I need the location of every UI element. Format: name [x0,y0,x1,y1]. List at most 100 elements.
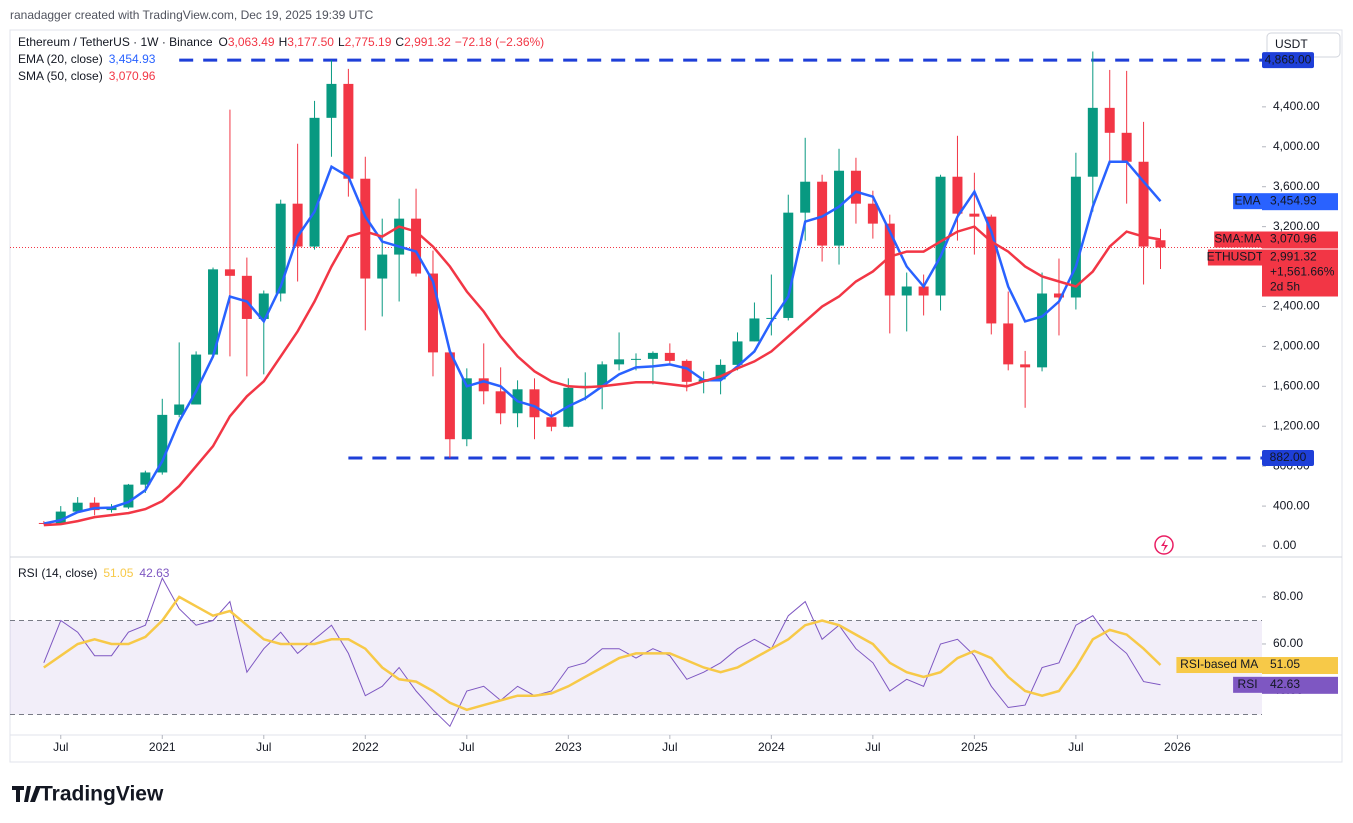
candle-body [614,359,625,365]
price-tag: ETHUSDT 2,991.32+1,561.66%2d 5h [1207,249,1338,297]
event-icon [1154,535,1174,555]
y-tick-label: 2,000.00 [1273,339,1320,353]
price-tag: SMA:MA 3,070.96 [1214,231,1338,249]
candle-body [935,176,946,296]
x-tick-label: 2026 [1164,740,1191,754]
x-tick-label: Jul [865,740,880,754]
candle-body [850,170,861,204]
candle-body [123,484,134,508]
candle-body [309,117,320,247]
x-tick-label: Jul [662,740,677,754]
tag-value-box [1262,676,1338,694]
candle-body [208,269,219,355]
legend-value: 42.63 [139,566,170,580]
tag-name: EMA [1235,193,1261,207]
x-tick-label: 2024 [758,740,785,754]
ohlc-key: O [218,35,228,49]
y-tick-label: 4,400.00 [1273,99,1320,113]
legend-value: 3,070.96 [108,69,156,83]
candle-body [478,378,489,392]
x-tick-label: Jul [256,740,271,754]
tag-name: ETHUSDT [1207,250,1264,264]
candle-body [952,176,963,214]
candle-body [867,203,878,224]
candle-body [1037,293,1048,368]
candle-body [394,218,405,255]
legend-name: EMA (20, close) [18,52,103,66]
candle-body [258,293,269,319]
x-tick-label: 2021 [149,740,176,754]
x-tick-label: 2025 [961,740,988,754]
y-tick-label: 3,200.00 [1273,219,1320,233]
candle-body [918,286,929,296]
candle-body [461,378,472,440]
candle-body [1121,132,1132,162]
y-tick-label: 1,200.00 [1273,418,1320,432]
tag-name: RSI [1238,677,1258,691]
ohlc-key: L [337,35,345,49]
ohlc-key: C [395,35,405,49]
candle-body [901,286,912,296]
price-tag: RSI-based MA 51.05 [1176,657,1338,675]
candle-body [1003,323,1014,365]
candle-body [546,417,557,427]
candle-body [732,341,743,365]
candle-body [377,254,388,279]
price-tag: EMA 3,454.93 [1233,193,1338,211]
legend-value: 3,454.93 [108,52,156,66]
indicator-legend: EMA (20, close) 3,454.93 [18,52,161,66]
tag-value-box [1262,249,1338,297]
brand: TradingView [40,783,164,806]
tag-name-box [1233,676,1262,693]
candle-body [55,511,66,524]
candle-body [1087,107,1098,177]
tag-value-box [1262,231,1338,249]
tag-name: SMA:MA [1214,232,1261,246]
candle-body [783,212,794,318]
indicator-line [43,595,1162,712]
candle-body [275,203,286,294]
change: −72.18 (−2.36%) [454,35,545,49]
candle-body [1053,293,1064,298]
x-tick-label: 2022 [352,740,379,754]
price-tag: RSI 42.63 [1233,676,1338,694]
tag-name-box [1233,193,1262,210]
candle-body [1155,240,1166,248]
ohlc-key: H [278,35,288,49]
y-tick-label: 400.00 [1273,498,1310,512]
candle-body [89,502,100,511]
candle-body [664,352,675,361]
candle-body [1070,176,1081,298]
level-tag-box [1262,449,1314,466]
rsi-legend: RSI (14, close) 51.05 42.63 [18,566,175,580]
candle-body [597,364,608,386]
candle-body [241,275,252,319]
tag-name-box [1214,231,1262,248]
candle-body [140,472,151,485]
indicator-line [43,225,1161,527]
y-tick-label: 1,600.00 [1273,378,1320,392]
candle-body [529,389,540,418]
candle-body [360,178,371,279]
symbol: Ethereum / TetherUS · 1W · Binance [18,35,213,49]
tag-value: 42.63 [1270,677,1300,691]
y-tick-label: 3,600.00 [1273,179,1320,193]
candle-body [224,269,235,276]
tag-value: 3,070.96 [1270,232,1317,246]
candle-body [174,404,185,415]
candle-body [800,181,811,213]
tag-value: 51.05 [1270,657,1300,671]
candle-body [715,364,726,380]
candle-body [1138,161,1149,247]
candle-body [72,502,83,512]
legend-name: SMA (50, close) [18,69,103,83]
brand-logo [12,786,41,802]
tag-name-box [1207,249,1262,266]
ohlc-value: 2,775.19 [344,35,392,49]
candle-body [631,358,641,360]
event-bolt [1161,539,1168,552]
symbol-row: Ethereum / TetherUS · 1W · Binance O3,063… [18,35,550,49]
candle-body [495,391,506,414]
x-tick-label: Jul [53,740,68,754]
